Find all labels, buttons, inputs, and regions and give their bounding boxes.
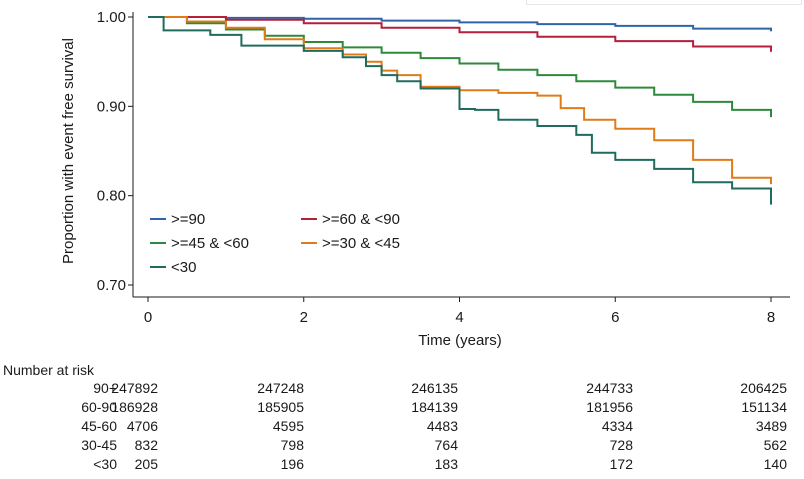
risk-value: 185905 <box>257 399 304 415</box>
risk-value: 4706 <box>127 418 158 434</box>
risk-value: 140 <box>764 456 788 472</box>
x-tick-label: 4 <box>455 309 463 326</box>
x-tick-label: 2 <box>300 309 308 326</box>
risk-value: 205 <box>135 456 159 472</box>
risk-row-label: 60-90 <box>81 399 117 415</box>
risk-value: 151134 <box>741 399 787 415</box>
series-line-2 <box>148 16 772 52</box>
x-tick-label: 0 <box>144 309 152 326</box>
series-line-4 <box>148 16 772 185</box>
legend-label: <30 <box>171 259 196 276</box>
risk-value: 764 <box>435 437 459 453</box>
legend: >=90 >=60 & <90 >=45 & <60 >=30 & <45 <30 <box>150 211 400 276</box>
legend-label: >=60 & <90 <box>322 211 400 228</box>
x-tick-label: 8 <box>767 309 775 326</box>
risk-value: 4334 <box>602 418 633 434</box>
risk-value: 183 <box>435 456 459 472</box>
series-line-5 <box>148 16 772 205</box>
risk-value: 3489 <box>756 418 787 434</box>
risk-table: Number at risk 90+247892 247248 246135 2447… <box>3 362 787 472</box>
ticks: 0.70 0.80 0.90 1.00 0 2 4 6 8 <box>97 9 775 326</box>
risk-row-label: <30 <box>93 456 117 472</box>
risk-value: 562 <box>764 437 788 453</box>
risk-value: 728 <box>610 437 634 453</box>
y-axis-title: Proportion with event free survival <box>60 38 77 264</box>
y-tick-label: 0.70 <box>97 277 126 294</box>
y-tick-label: 0.90 <box>97 98 126 115</box>
risk-value: 246135 <box>411 380 458 396</box>
background-table-fragment <box>526 0 802 5</box>
x-tick-label: 6 <box>611 309 619 326</box>
series-lines <box>148 16 772 205</box>
risk-value: 798 <box>281 437 305 453</box>
y-tick-label: 1.00 <box>97 9 126 26</box>
legend-label: >=90 <box>171 211 205 228</box>
y-tick-label: 0.80 <box>97 188 126 205</box>
x-axis-title: Time (years) <box>418 332 502 349</box>
risk-value: 186928 <box>111 399 158 415</box>
series-line-1 <box>148 16 772 32</box>
risk-value: 181956 <box>586 399 633 415</box>
risk-value: 206425 <box>740 380 787 396</box>
risk-value: 196 <box>281 456 305 472</box>
risk-value: 244733 <box>586 380 633 396</box>
risk-value: 172 <box>610 456 634 472</box>
legend-label: >=30 & <45 <box>322 235 400 252</box>
risk-row-label: 45-60 <box>81 418 117 434</box>
risk-table-title: Number at risk <box>3 362 95 378</box>
risk-value: 184139 <box>411 399 458 415</box>
risk-value: 832 <box>135 437 159 453</box>
risk-value: 4483 <box>427 418 458 434</box>
axes <box>132 12 790 298</box>
risk-value: 247892 <box>111 380 158 396</box>
risk-row-label: 30-45 <box>81 437 117 453</box>
risk-value: 4595 <box>273 418 304 434</box>
risk-row-label: 90+ <box>93 380 117 396</box>
legend-label: >=45 & <60 <box>171 235 249 252</box>
risk-value: 247248 <box>257 380 304 396</box>
